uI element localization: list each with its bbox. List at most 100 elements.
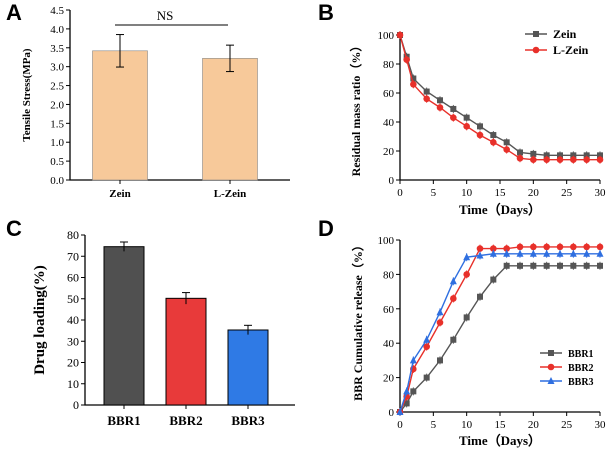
chart-b-ytick-label: 0 — [389, 175, 395, 187]
chart-c-ytick-label: 20 — [67, 356, 79, 370]
chart-a-xtick-label: Zein — [109, 188, 130, 200]
chart-d-ytick-label: 60 — [383, 304, 395, 316]
chart-d-series-line-0 — [399, 265, 600, 413]
chart-d-xtick-label: 10 — [461, 419, 473, 431]
chart-d-ytick-label: 20 — [383, 373, 395, 385]
chart-d-xtick-label: 5 — [431, 419, 437, 431]
chart-c-ytick-label: 50 — [67, 292, 79, 306]
chart-b-point — [396, 31, 404, 39]
chart-d-ytick-label: 80 — [383, 269, 395, 281]
chart-b-point — [410, 75, 417, 82]
chart-b-point — [463, 123, 470, 130]
chart-d-point — [529, 249, 537, 257]
chart-d-legend-label: BBR2 — [568, 363, 594, 374]
chart-b-point — [570, 152, 577, 159]
chart-b-point — [516, 154, 524, 162]
chart-d-point — [423, 343, 430, 350]
chart-b-point — [423, 88, 430, 95]
chart-d-legend-marker — [547, 377, 555, 384]
chart-d-point — [556, 243, 564, 251]
chart-b-point — [503, 146, 510, 153]
chart-a-xtick-label: L-Zein — [214, 188, 246, 200]
chart-d-point — [543, 262, 550, 269]
chart-b-point — [557, 152, 563, 159]
chart-d-point — [436, 308, 444, 316]
chart-b-point — [436, 104, 444, 111]
chart-d-point — [569, 249, 577, 257]
chart-c-xtick-label: BBR1 — [107, 413, 140, 428]
chart-a-ytick-label: 1.5 — [50, 118, 64, 130]
chart-b-xlabel: Time（Days） — [459, 202, 541, 217]
chart-c-ytick-label: 10 — [67, 377, 79, 391]
chart-b-point — [596, 156, 604, 163]
chart-d-ytick-label: 100 — [378, 235, 395, 247]
chart-d-point — [476, 251, 484, 259]
chart-b-point — [556, 156, 564, 163]
chart-d-point — [489, 249, 497, 257]
chart-b-ytick-label: 80 — [383, 59, 395, 71]
chart-a-ytick-label: 3.0 — [50, 62, 64, 74]
chart-b-point — [463, 114, 470, 121]
chart-d-point — [403, 387, 411, 395]
chart-d-point — [530, 243, 537, 251]
chart-d-point — [409, 356, 417, 364]
chart-d-point — [583, 249, 591, 257]
chart-c-ylabel: Drug loading(%) — [32, 265, 48, 375]
chart-d-xtick-label: 15 — [495, 419, 507, 431]
chart-d-point — [530, 262, 537, 269]
chart-d-point — [557, 262, 563, 269]
chart-d-point — [596, 249, 604, 257]
chart-d-point — [396, 408, 404, 415]
chart-d-point — [570, 243, 577, 251]
chart-b-xtick-label: 10 — [461, 187, 473, 199]
panel-letter-a: A — [6, 0, 22, 25]
chart-d-ytick-label: 0 — [389, 407, 395, 419]
chart-b-ylabel: Residual mass ratio（%） — [348, 40, 363, 177]
chart-d-point — [463, 314, 470, 321]
chart-d-point — [477, 293, 483, 300]
chart-d-point — [423, 335, 431, 343]
chart-a-ytick-label: 2.0 — [50, 99, 64, 111]
chart-b-xtick-label: 15 — [495, 187, 507, 199]
chart-d-point — [423, 374, 430, 381]
chart-a-ytick-label: 0.5 — [50, 156, 64, 168]
chart-a-ytick-label: 4.0 — [50, 24, 64, 36]
chart-d-series-line-2 — [399, 253, 600, 413]
panel-letter-c: C — [6, 216, 22, 241]
chart-a-annotation: NS — [157, 8, 174, 23]
chart-b-point — [423, 95, 430, 103]
chart-b-point — [530, 156, 537, 163]
chart-b-point — [503, 139, 510, 146]
chart-d-point — [463, 253, 471, 261]
chart-d-point — [450, 295, 457, 302]
chart-c-ytick-label: 40 — [67, 313, 79, 327]
chart-d-point — [436, 319, 444, 326]
chart-d-point — [516, 243, 524, 251]
chart-b-point — [583, 152, 590, 159]
chart-c-ytick-label: 30 — [67, 334, 79, 348]
chart-d-point — [403, 400, 410, 407]
chart-d-point — [490, 276, 497, 283]
chart-c-bar — [165, 297, 207, 406]
chart-a-bar — [202, 58, 258, 181]
panel-letter-d: D — [318, 216, 334, 241]
chart-b-point — [583, 156, 590, 163]
chart-d-xtick-label: 20 — [528, 419, 540, 431]
chart-b-point — [570, 156, 577, 163]
chart-b-xtick-label: 0 — [397, 187, 403, 199]
chart-b-xtick-label: 5 — [431, 187, 437, 199]
chart-b-point — [410, 81, 417, 88]
chart-d-legend-marker — [548, 350, 554, 356]
chart-b-legend-marker — [533, 31, 539, 37]
chart-b-point — [530, 150, 537, 157]
chart-b-point — [517, 149, 523, 156]
chart-d-xtick-label: 30 — [595, 419, 607, 431]
chart-d-point — [543, 243, 550, 251]
chart-d-point — [570, 262, 577, 269]
chart-b-legend-label: Zein — [553, 27, 577, 41]
chart-d-point — [597, 262, 603, 269]
chart-d-ylabel: BBR Cumulative release（%） — [350, 239, 365, 401]
chart-b-xtick-label: 30 — [595, 187, 607, 199]
chart-b-xtick-label: 25 — [561, 187, 573, 199]
